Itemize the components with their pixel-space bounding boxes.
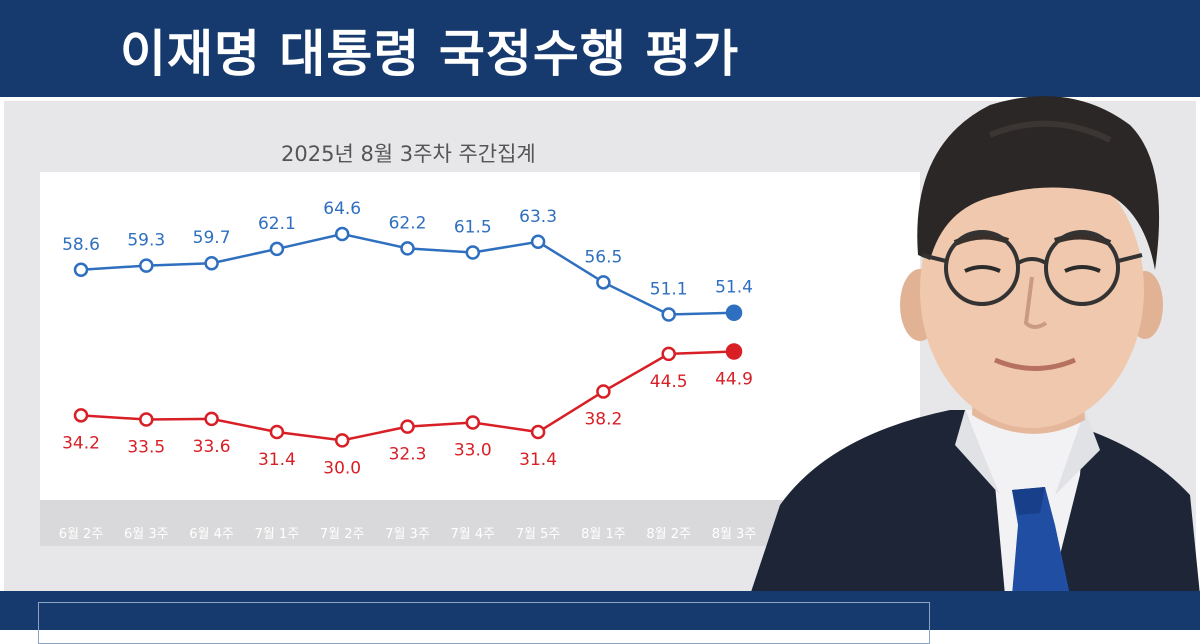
x-tick-label: 6월 4주 <box>189 527 234 542</box>
data-label: 56.5 <box>584 247 622 267</box>
data-point <box>530 424 546 440</box>
data-point <box>661 307 676 322</box>
data-point <box>596 275 611 290</box>
data-label: 44.9 <box>715 370 753 390</box>
header-divider <box>0 97 1200 101</box>
portrait-image <box>750 96 1200 595</box>
data-label: 62.2 <box>389 213 427 233</box>
x-tick-label: 8월 1주 <box>581 527 626 542</box>
chart-subtitle: 2025년 8월 3주차 주간집계 <box>281 142 536 166</box>
data-point <box>465 415 481 430</box>
data-point <box>725 343 743 360</box>
footer-bar <box>0 591 1200 644</box>
data-label: 31.4 <box>258 450 296 470</box>
data-label: 58.6 <box>62 235 100 255</box>
x-tick-label: 8월 3주 <box>712 527 757 542</box>
data-point <box>139 412 154 427</box>
data-label: 51.1 <box>650 280 688 300</box>
data-point <box>73 262 89 278</box>
data-point <box>204 255 219 271</box>
data-point <box>400 419 415 434</box>
data-label: 31.4 <box>519 450 557 470</box>
data-label: 51.4 <box>715 278 753 298</box>
plot-area <box>40 172 920 500</box>
data-label: 33.0 <box>454 440 492 460</box>
title-banner: 이재명 대통령 국정수행 평가 <box>0 0 1200 97</box>
data-label: 33.5 <box>127 437 165 457</box>
data-point <box>334 226 350 242</box>
data-point <box>400 241 415 256</box>
data-label: 34.2 <box>62 433 100 453</box>
x-tick-label: 7월 3주 <box>385 527 430 542</box>
data-point <box>204 411 219 427</box>
data-label: 59.3 <box>127 231 165 251</box>
data-label: 62.1 <box>258 214 296 234</box>
data-point <box>269 241 285 257</box>
x-tick-label: 6월 3주 <box>124 527 169 542</box>
footnote-box <box>38 602 930 644</box>
x-tick-label: 6월 2주 <box>59 527 104 542</box>
page-title: 이재명 대통령 국정수행 평가 <box>120 25 740 83</box>
x-tick-label: 7월 5주 <box>516 527 561 542</box>
data-label: 61.5 <box>454 218 492 238</box>
data-label: 32.3 <box>389 445 427 465</box>
data-label: 30.0 <box>323 458 361 478</box>
data-label: 63.3 <box>519 207 557 227</box>
data-point <box>269 424 285 440</box>
data-point <box>334 433 350 448</box>
line-chart: 6월 2주 6월 3주 6월 4주 7월 1주 7월 2주 7월 3주 7월 4주 7월 5주… <box>59 199 757 542</box>
data-label: 64.6 <box>323 199 361 219</box>
data-label: 33.6 <box>193 437 231 457</box>
x-tick-label: 8월 2주 <box>646 527 691 542</box>
data-point <box>596 384 611 399</box>
x-tick-label: 7월 4주 <box>450 527 495 542</box>
data-label: 59.7 <box>193 228 231 248</box>
data-point <box>139 258 154 273</box>
data-point <box>725 304 743 321</box>
data-label: 44.5 <box>650 372 688 392</box>
x-tick-label: 7월 2주 <box>320 527 365 542</box>
x-tick-label: 7월 1주 <box>255 527 300 542</box>
data-label: 38.2 <box>584 409 622 429</box>
data-point <box>661 346 676 362</box>
data-point <box>73 408 89 423</box>
data-point <box>530 234 546 250</box>
data-point <box>465 245 481 260</box>
